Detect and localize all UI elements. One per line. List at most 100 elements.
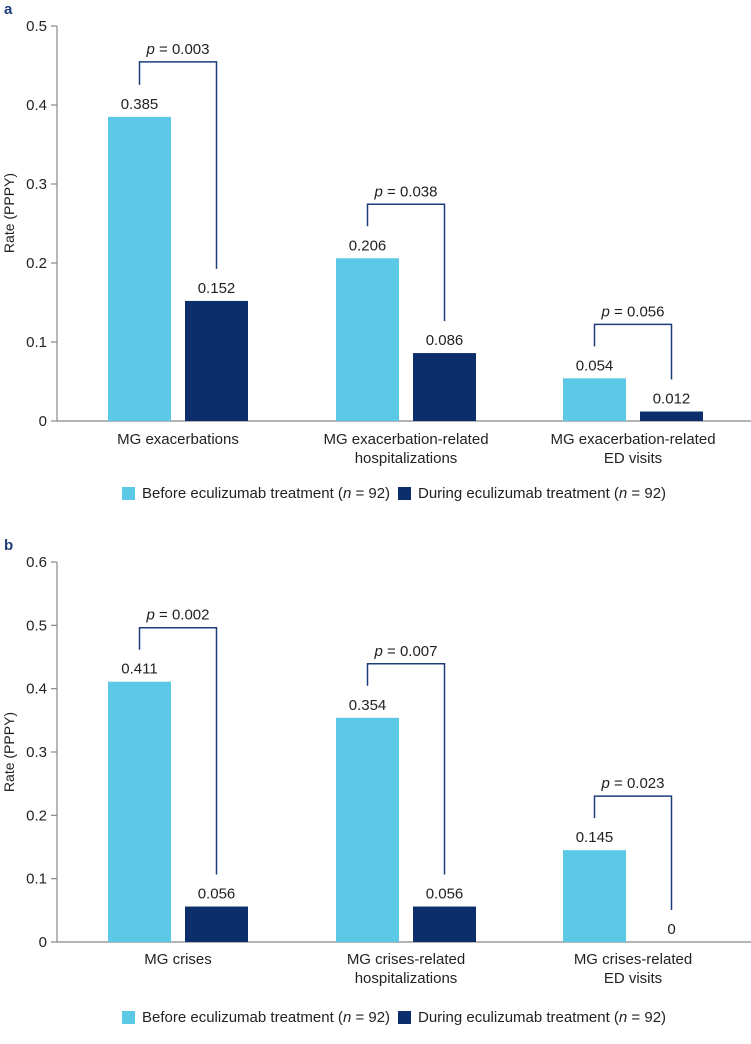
- bar-value-label: 0.054: [576, 357, 614, 374]
- category-label: MG exacerbation-related: [550, 431, 715, 448]
- legend-n-value: = 92): [351, 485, 390, 502]
- p-value: = 0.038: [383, 183, 438, 200]
- legend-before: Before eculizumab treatment (n = 92): [122, 485, 390, 502]
- bar-value-label: 0.206: [349, 237, 387, 254]
- bar-during: [185, 906, 248, 942]
- category-label: MG exacerbations: [117, 431, 239, 448]
- bar-during: [185, 300, 248, 421]
- bar-before: [108, 681, 171, 942]
- chart-panel-a: a 0 0.1 0.2 0.3 0.4 0.5 Rate (PPPY) 0.385 0.152 p …: [0, 0, 751, 515]
- legend-n-symbol: n: [343, 1009, 351, 1026]
- y-tick-label: 0.6: [26, 554, 47, 571]
- legend-series-name: Before eculizumab treatment (: [142, 485, 343, 502]
- p-value-label: p = 0.056: [601, 303, 665, 320]
- category-label: MG crises-related: [574, 951, 692, 968]
- legend-n-value: = 92): [627, 485, 666, 502]
- panel-label: b: [4, 537, 13, 554]
- bar-during: [413, 906, 476, 942]
- y-tick-label: 0.3: [26, 744, 47, 761]
- y-axis-title: Rate (PPPY): [1, 712, 17, 792]
- category-label: MG crises: [144, 951, 212, 968]
- legend-series-name: Before eculizumab treatment (: [142, 1009, 343, 1026]
- p-symbol: p: [146, 607, 155, 624]
- p-value: = 0.003: [155, 41, 210, 58]
- bar-value-label: 0.056: [426, 886, 464, 903]
- y-tick-label: 0.2: [26, 807, 47, 824]
- significance-bracket: [593, 795, 673, 910]
- y-axis-title: Rate (PPPY): [1, 173, 17, 253]
- legend-text: Before eculizumab treatment (n = 92): [142, 1009, 390, 1026]
- p-symbol: p: [374, 183, 383, 200]
- legend-swatch: [398, 487, 411, 500]
- significance-bracket: [366, 203, 446, 322]
- legend-during: During eculizumab treatment (n = 92): [398, 1009, 666, 1026]
- p-value-label: p = 0.007: [374, 643, 438, 660]
- bar-value-label: 0: [667, 921, 675, 938]
- legend-n-value: = 92): [351, 1009, 390, 1026]
- y-tick-label: 0.4: [26, 97, 47, 114]
- category-label: hospitalizations: [355, 970, 458, 987]
- bar-value-label: 0.411: [121, 661, 157, 678]
- bar-value-label: 0.086: [426, 332, 464, 349]
- y-tick-label: 0.3: [26, 176, 47, 193]
- bar-value-label: 0.152: [198, 280, 236, 297]
- p-value-label: p = 0.002: [146, 607, 210, 624]
- y-tick-label: 0.5: [26, 617, 47, 634]
- y-tick-label: 0.5: [26, 18, 47, 35]
- legend-n-symbol: n: [619, 485, 627, 502]
- bar-before: [563, 378, 626, 421]
- legend-swatch: [122, 487, 135, 500]
- p-symbol: p: [146, 41, 155, 58]
- y-tick-label: 0.4: [26, 681, 47, 698]
- p-symbol: p: [601, 775, 610, 792]
- chart-a-svg: a 0 0.1 0.2 0.3 0.4 0.5 Rate (PPPY) 0.385 0.152 p …: [1, 1, 751, 502]
- category-label: hospitalizations: [355, 450, 458, 467]
- p-value: = 0.007: [383, 643, 438, 660]
- legend-before: Before eculizumab treatment (n = 92): [122, 1009, 390, 1026]
- y-tick-label: 0.1: [26, 871, 47, 888]
- p-value: = 0.056: [610, 303, 665, 320]
- category-label: ED visits: [604, 450, 662, 467]
- p-symbol: p: [374, 643, 383, 660]
- bar-value-label: 0.145: [576, 829, 614, 846]
- p-value: = 0.002: [155, 607, 210, 624]
- legend-n-symbol: n: [343, 485, 351, 502]
- chart-b-svg: b 0 0.1 0.2 0.3 0.4 0.5 0.6 Rate (PPPY) 0.411 0.05…: [1, 537, 751, 1026]
- legend-during: During eculizumab treatment (n = 92): [398, 485, 666, 502]
- bar-before: [108, 116, 171, 421]
- y-tick-label: 0: [39, 934, 47, 951]
- bar-before: [563, 850, 626, 942]
- p-value: = 0.023: [610, 775, 665, 792]
- category-label: MG exacerbation-related: [323, 431, 488, 448]
- category-label: MG crises-related: [347, 951, 465, 968]
- legend-series-name: During eculizumab treatment (: [418, 1009, 619, 1026]
- y-tick-label: 0: [39, 413, 47, 430]
- significance-bracket: [593, 323, 673, 380]
- legend-text: During eculizumab treatment (n = 92): [418, 1009, 666, 1026]
- legend-series-name: During eculizumab treatment (: [418, 485, 619, 502]
- bar-value-label: 0.012: [653, 391, 691, 408]
- chart-panel-b: b 0 0.1 0.2 0.3 0.4 0.5 0.6 Rate (PPPY) 0.411 0.05…: [0, 520, 751, 1039]
- bar-before: [336, 717, 399, 942]
- p-symbol: p: [601, 303, 610, 320]
- bar-during: [413, 353, 476, 421]
- panel-label: a: [4, 1, 13, 18]
- bar-before: [336, 258, 399, 421]
- category-label: ED visits: [604, 970, 662, 987]
- bar-value-label: 0.385: [121, 96, 159, 113]
- p-value-label: p = 0.038: [374, 183, 438, 200]
- significance-bracket: [138, 626, 218, 875]
- y-tick-label: 0.2: [26, 255, 47, 272]
- bar-during: [640, 411, 703, 421]
- legend-n-symbol: n: [619, 1009, 627, 1026]
- legend-swatch: [398, 1011, 411, 1024]
- significance-bracket: [366, 663, 446, 875]
- legend-swatch: [122, 1011, 135, 1024]
- y-tick-label: 0.1: [26, 334, 47, 351]
- significance-bracket: [138, 61, 218, 269]
- p-value-label: p = 0.023: [601, 775, 665, 792]
- bar-value-label: 0.354: [349, 697, 387, 714]
- p-value-label: p = 0.003: [146, 41, 210, 58]
- legend-n-value: = 92): [627, 1009, 666, 1026]
- bar-value-label: 0.056: [198, 886, 236, 903]
